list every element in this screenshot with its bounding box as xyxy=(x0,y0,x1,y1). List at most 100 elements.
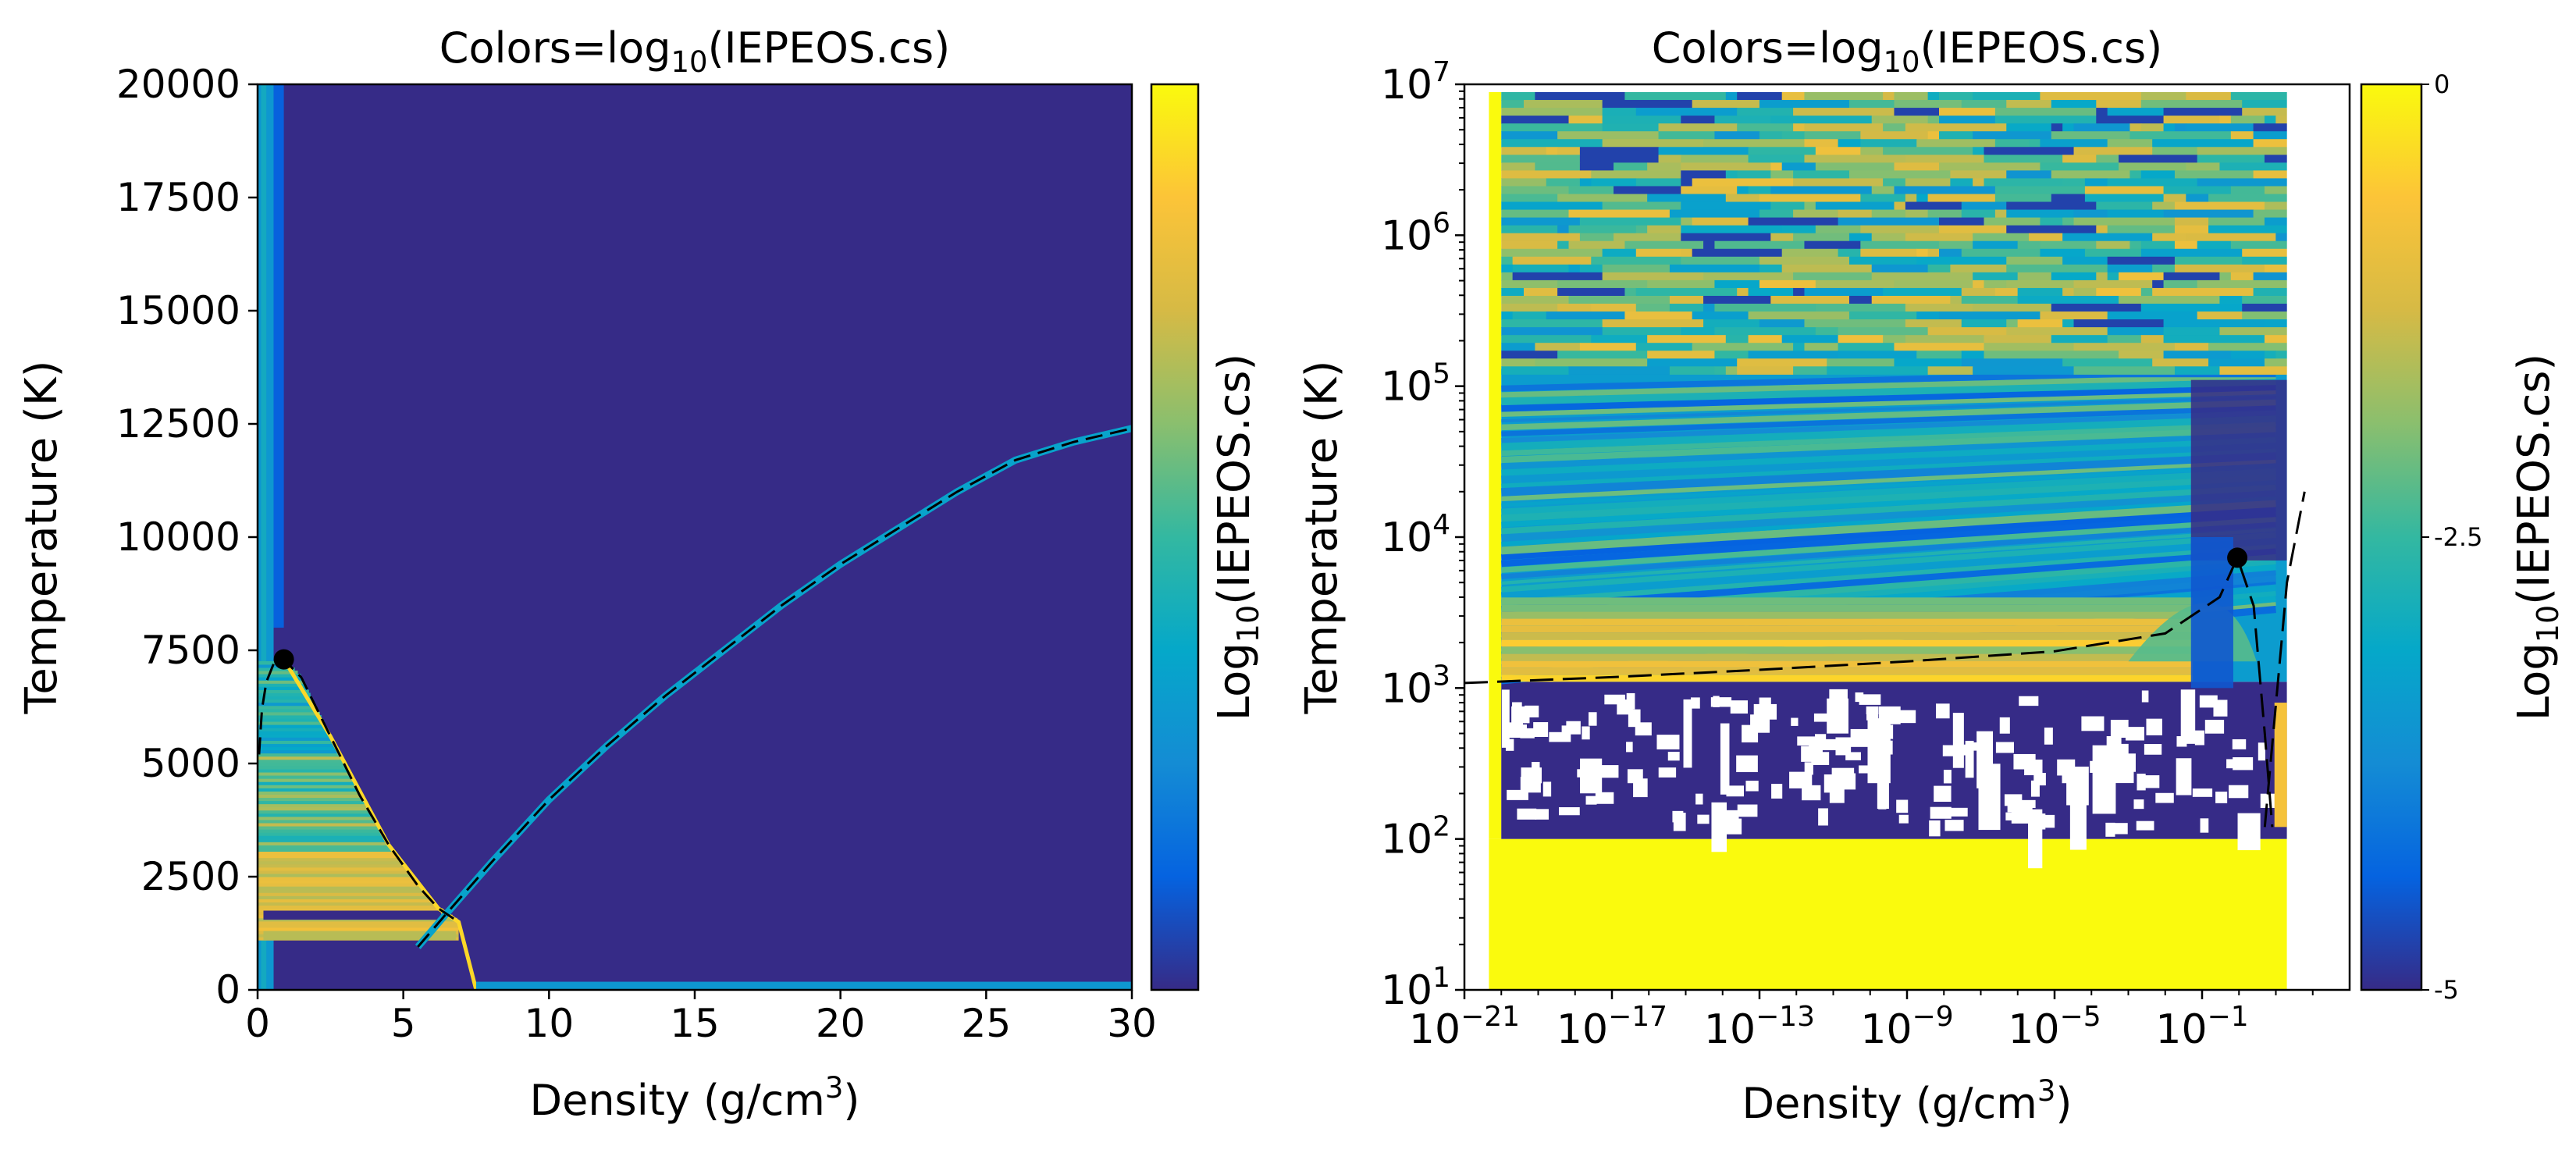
isocontour-stripe xyxy=(1501,516,2276,573)
x-tick-label: 10−17 xyxy=(1557,1001,1667,1053)
missing-cell xyxy=(1600,765,1619,778)
mosaic-cell xyxy=(1681,225,1783,234)
mosaic-cell xyxy=(2107,264,2153,273)
mosaic-cell xyxy=(1793,343,1806,351)
missing-cell xyxy=(1791,717,1799,726)
mosaic-cell xyxy=(1905,123,2007,132)
text-part: 10 xyxy=(1381,62,1432,109)
missing-cell xyxy=(1559,807,1580,816)
mosaic-cell xyxy=(2264,358,2288,367)
text-part: 5 xyxy=(1432,358,1450,390)
dome-stripe xyxy=(258,749,339,754)
mosaic-cell xyxy=(2107,178,2198,187)
dense-dark-region xyxy=(2190,379,2287,561)
mosaic-cell xyxy=(2174,201,2265,211)
phase-boundary-curve xyxy=(417,427,1132,948)
mosaic-cell xyxy=(1804,155,1906,163)
mosaic-cell xyxy=(2163,108,2243,116)
isocontour-stripe xyxy=(1501,451,2276,497)
mosaic-cell xyxy=(2119,162,2186,171)
mosaic-cell xyxy=(1703,319,1760,328)
mosaic-cell xyxy=(2152,264,2176,273)
dome-stripe xyxy=(258,728,328,731)
missing-cell xyxy=(1595,792,1614,804)
text-part: 7 xyxy=(1432,56,1450,88)
boundary-stripe xyxy=(1501,646,2193,654)
dome-stripe xyxy=(258,785,357,788)
missing-cell xyxy=(2044,727,2053,745)
missing-cell xyxy=(1802,785,1821,801)
mosaic-cell xyxy=(1681,327,1716,336)
mosaic-cell xyxy=(2174,240,2198,250)
mosaic-cell xyxy=(1535,358,1637,367)
mosaic-cell xyxy=(1973,147,1985,155)
missing-cell xyxy=(1726,785,1745,797)
mosaic-cell xyxy=(1894,92,1929,101)
mosaic-cell xyxy=(2062,319,2075,328)
dome-stripe xyxy=(258,731,329,735)
spinodal-line xyxy=(282,658,479,990)
mosaic-cell xyxy=(2107,108,2119,116)
missing-cell xyxy=(1952,713,1964,768)
mosaic-cell xyxy=(1916,248,1929,258)
mosaic-cell xyxy=(2264,186,2288,195)
mosaic-cell xyxy=(1927,116,1940,124)
missing-cell xyxy=(2233,757,2254,771)
dome-stripe xyxy=(258,800,365,805)
missing-cell xyxy=(1604,694,1625,705)
dome-stripe xyxy=(258,778,354,782)
mosaic-cell xyxy=(2029,139,2041,148)
mosaic-cell xyxy=(1602,248,1637,258)
mosaic-cell xyxy=(1770,170,1794,180)
dome-stripe xyxy=(258,708,318,713)
mosaic-cell xyxy=(2006,279,2075,289)
mosaic-cell xyxy=(1916,194,1929,203)
y-tick-label: 12500 xyxy=(116,401,240,447)
mosaic-cell xyxy=(1658,155,1681,163)
mosaic-cell xyxy=(1894,201,1906,211)
mosaic-cell xyxy=(1579,178,1592,187)
dome-stripe xyxy=(258,746,337,751)
mosaic-cell xyxy=(1546,147,1558,155)
missing-cell xyxy=(2258,742,2266,761)
mosaic-cell xyxy=(1827,358,1895,367)
mosaic-cell xyxy=(1984,155,2063,163)
mosaic-cell xyxy=(2073,209,2108,219)
mosaic-cell xyxy=(1501,217,1581,226)
mosaic-cell xyxy=(1781,92,1806,101)
mosaic-cell xyxy=(1894,100,1962,109)
mosaic-cell xyxy=(1961,248,2041,258)
mosaic-cell xyxy=(1848,233,1873,242)
mosaic-cell xyxy=(2219,272,2232,281)
boundary-stripe xyxy=(1501,604,2193,612)
mosaic-cell xyxy=(1973,131,2052,140)
text-part: −13 xyxy=(1756,1001,1815,1033)
blank-region xyxy=(1464,84,2350,92)
missing-cell xyxy=(1896,799,1909,813)
mosaic-cell xyxy=(1737,358,1827,367)
mosaic-cell xyxy=(1501,162,1535,171)
mosaic-cell xyxy=(2096,225,2108,234)
missing-cell xyxy=(2176,758,2192,795)
mosaic-cell xyxy=(2006,319,2019,328)
text-part: (IEPEOS.cs) xyxy=(708,23,951,73)
mosaic-cell xyxy=(1714,279,1760,289)
mosaic-cell xyxy=(1658,131,1716,140)
missing-cell xyxy=(1835,773,1856,790)
mosaic-cell xyxy=(2186,233,2276,242)
mosaic-cell xyxy=(1748,147,1816,155)
missing-cell xyxy=(1695,793,1703,805)
mosaic-cell xyxy=(1770,186,1873,195)
text-part: 10 xyxy=(2155,1006,2207,1053)
mosaic-cell xyxy=(1535,162,1581,171)
dome-stripe xyxy=(258,740,334,744)
dome-band xyxy=(263,931,456,941)
dome-stripe xyxy=(258,705,317,710)
mosaic-cell xyxy=(1681,201,1771,211)
mosaic-cell xyxy=(2140,92,2186,101)
mosaic-cell xyxy=(1759,279,1816,289)
mosaic-cell xyxy=(2208,358,2265,367)
mosaic-cell xyxy=(1938,116,1996,124)
mosaic-cell xyxy=(1725,366,1738,375)
missing-cell xyxy=(1898,814,1909,824)
